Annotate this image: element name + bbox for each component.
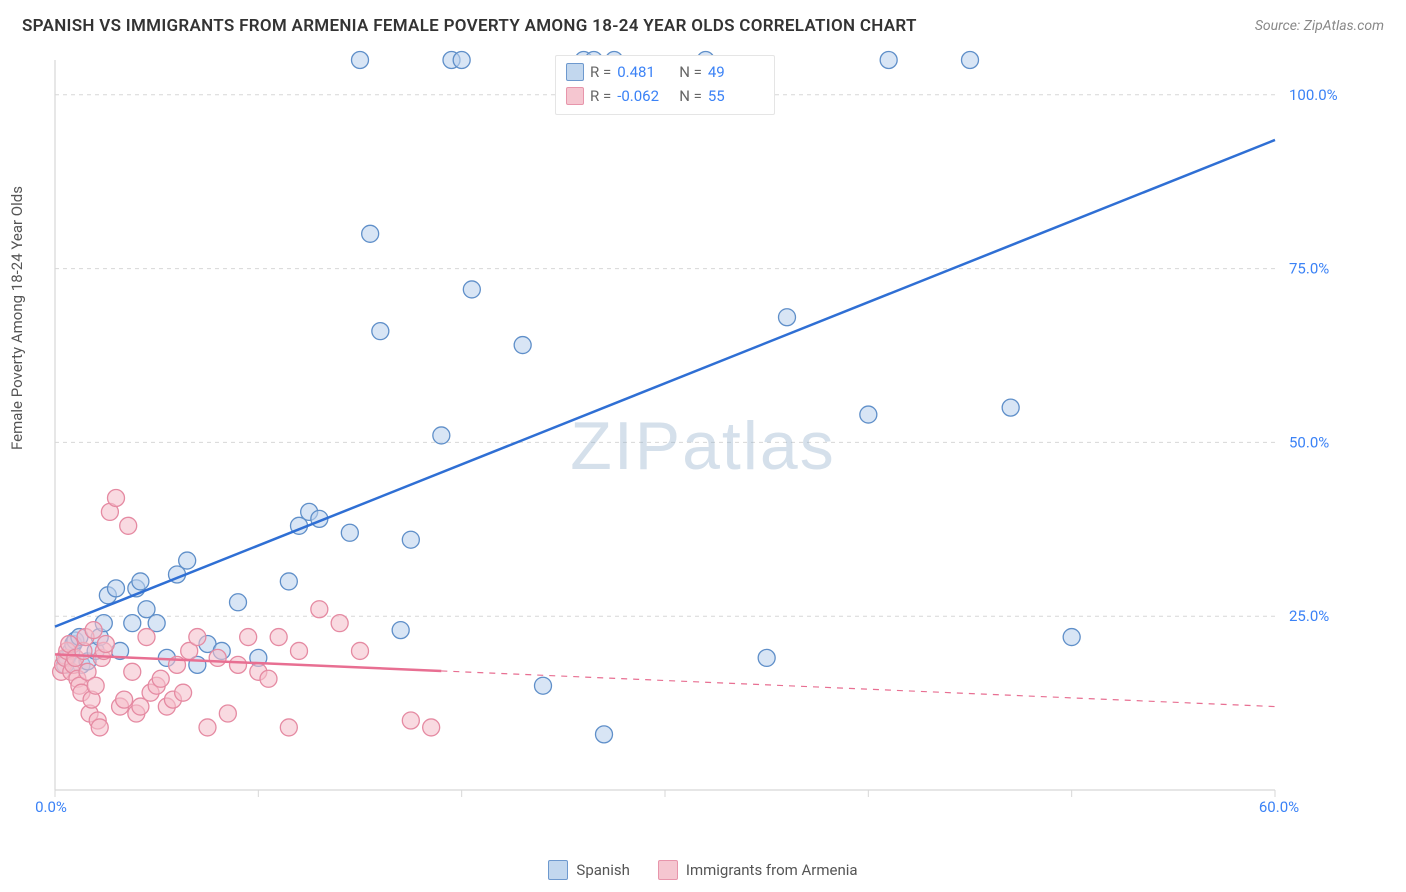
stat-label: N = bbox=[679, 87, 702, 105]
legend-swatch-icon bbox=[566, 87, 584, 105]
legend-swatch-icon bbox=[548, 860, 568, 880]
stat-n-value: 49 bbox=[708, 63, 764, 81]
legend-item-armenia: Immigrants from Armenia bbox=[658, 860, 858, 880]
stat-r-value: 0.481 bbox=[617, 63, 673, 81]
stats-row: R = 0.481 N = 49 bbox=[566, 60, 764, 84]
stats-row: R = -0.062 N = 55 bbox=[566, 84, 764, 108]
svg-text:60.0%: 60.0% bbox=[1259, 798, 1299, 816]
svg-text:100.0%: 100.0% bbox=[1289, 86, 1338, 104]
svg-text:75.0%: 75.0% bbox=[1289, 260, 1329, 278]
svg-text:50.0%: 50.0% bbox=[1289, 433, 1329, 451]
y-axis-label: Female Poverty Among 18-24 Year Olds bbox=[8, 186, 26, 450]
source-attribution: Source: ZipAtlas.com bbox=[1255, 18, 1384, 34]
correlation-stats-legend: R = 0.481 N = 49 R = -0.062 N = 55 bbox=[555, 55, 775, 115]
stat-r-value: -0.062 bbox=[617, 87, 673, 105]
legend-swatch-icon bbox=[566, 63, 584, 81]
svg-text:25.0%: 25.0% bbox=[1289, 607, 1329, 625]
stat-n-value: 55 bbox=[708, 87, 764, 105]
stat-label: R = bbox=[590, 87, 611, 105]
correlation-chart: 25.0%50.0%75.0%100.0%0.0%60.0% bbox=[45, 50, 1365, 820]
stat-label: N = bbox=[679, 63, 702, 81]
legend-swatch-icon bbox=[658, 860, 678, 880]
legend-item-spanish: Spanish bbox=[548, 860, 629, 880]
stat-label: R = bbox=[590, 63, 611, 81]
chart-title: SPANISH VS IMMIGRANTS FROM ARMENIA FEMAL… bbox=[22, 16, 917, 36]
legend-label: Immigrants from Armenia bbox=[686, 861, 858, 879]
bottom-legend: Spanish Immigrants from Armenia bbox=[0, 860, 1406, 880]
legend-label: Spanish bbox=[576, 861, 629, 879]
svg-text:0.0%: 0.0% bbox=[35, 798, 67, 816]
